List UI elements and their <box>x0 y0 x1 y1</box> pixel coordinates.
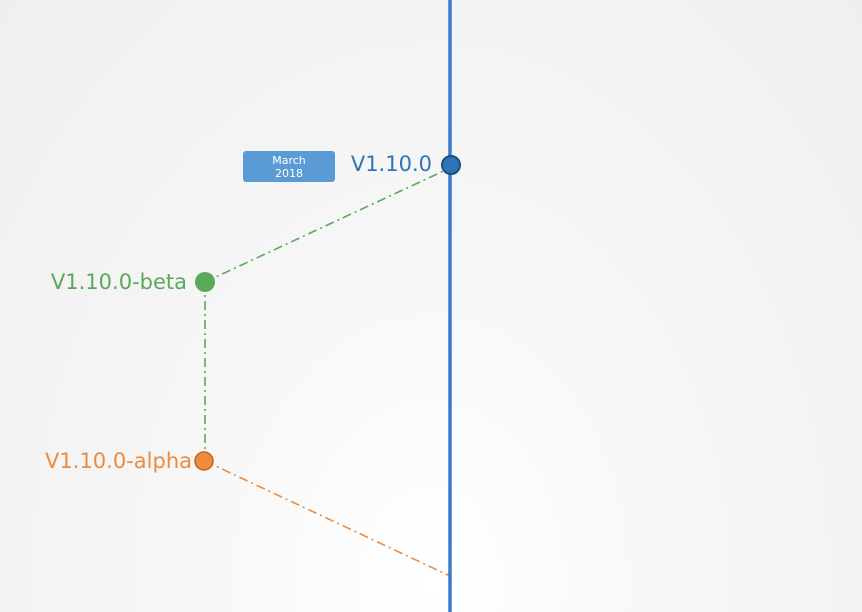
date-badge-year: 2018 <box>275 166 303 180</box>
alpha-node[interactable] <box>194 451 214 471</box>
release-node[interactable] <box>441 155 461 175</box>
date-badge-month: March <box>272 153 306 167</box>
beta-to-release-connector <box>204 167 451 283</box>
beta-version-label: V1.10.0-beta <box>50 270 187 294</box>
alpha-to-axis-connector <box>204 460 451 577</box>
beta-node[interactable] <box>195 272 215 292</box>
alpha-version-label: V1.10.0-alpha <box>45 449 192 473</box>
release-version-label: V1.10.0 <box>350 152 432 176</box>
date-badge: March 2018 <box>243 151 335 182</box>
